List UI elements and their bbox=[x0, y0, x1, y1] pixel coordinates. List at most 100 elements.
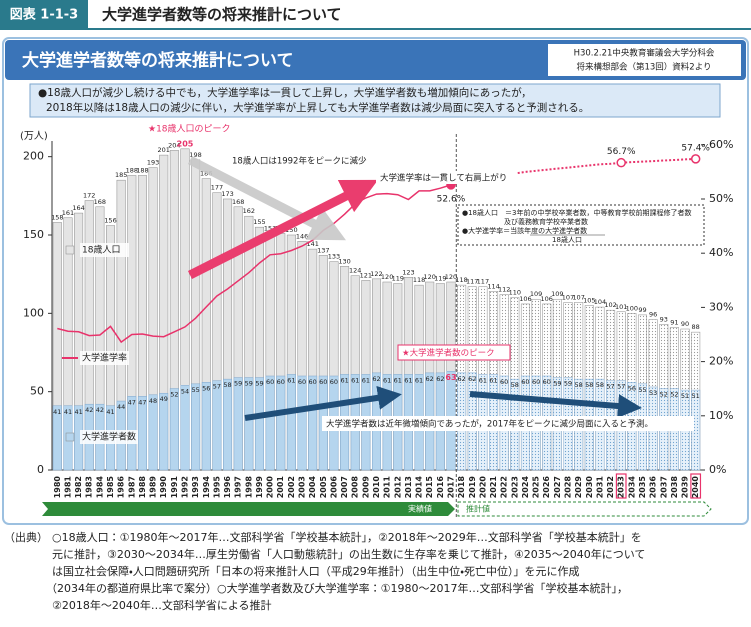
summary-box bbox=[29, 83, 721, 118]
x-tick-label: 1983 bbox=[85, 476, 94, 498]
x-tick-label: 2021 bbox=[489, 476, 498, 499]
data-label: 61 bbox=[394, 376, 402, 384]
data-label: 56.7% bbox=[607, 147, 636, 157]
y2-tick-label: 40% bbox=[709, 246, 733, 259]
data-label: 60 bbox=[309, 378, 317, 386]
data-label: 60 bbox=[319, 378, 327, 386]
x-tick-label: 2014 bbox=[415, 476, 424, 499]
data-label: 93 bbox=[660, 315, 668, 323]
data-label: 109 bbox=[551, 290, 563, 298]
x-tick-label: 1995 bbox=[212, 476, 221, 499]
y2-tick-label: 50% bbox=[709, 192, 733, 205]
data-label: 61 bbox=[340, 376, 348, 384]
period-bar bbox=[42, 502, 455, 516]
annotation: ★大学進学者数のピーク bbox=[402, 348, 495, 359]
data-label: 109 bbox=[530, 290, 542, 298]
footnote-line: ○18歳人口：①1980年～2017年…文部科学省「学校基本統計」，②2018年… bbox=[52, 530, 642, 544]
data-label: 57 bbox=[213, 383, 221, 391]
x-tick-label: 2005 bbox=[319, 476, 328, 499]
data-label: 156 bbox=[104, 217, 116, 225]
data-label: 88 bbox=[692, 323, 700, 331]
data-label: 201 bbox=[158, 146, 170, 154]
y-tick-label: 150 bbox=[23, 228, 44, 241]
data-label: 60 bbox=[298, 378, 306, 386]
data-label: 101 bbox=[615, 303, 627, 311]
annotation-bg bbox=[376, 171, 516, 184]
data-label: 107 bbox=[572, 293, 584, 301]
definition: 18歳人口 bbox=[552, 235, 582, 244]
data-label: 44 bbox=[117, 403, 125, 411]
data-label: 55 bbox=[638, 386, 646, 394]
data-label: 120 bbox=[423, 273, 435, 281]
data-label: 161 bbox=[62, 209, 74, 217]
data-label: 164 bbox=[72, 204, 84, 212]
legend-swatch bbox=[65, 245, 75, 255]
x-tick-label: 2002 bbox=[287, 476, 296, 498]
footnote-line: （2034年の都道府県比率で案分）○大学進学者数及び大学進学率：①1980～20… bbox=[46, 581, 628, 595]
highlight-box bbox=[615, 473, 627, 499]
data-label: 56 bbox=[202, 384, 210, 392]
y-axis-label: (万人) bbox=[20, 131, 48, 142]
data-label: 42 bbox=[96, 406, 104, 414]
annotation-bg bbox=[322, 416, 694, 431]
data-label: 123 bbox=[402, 268, 414, 276]
data-label: 146 bbox=[296, 232, 308, 240]
data-label: 47 bbox=[138, 398, 146, 406]
data-label: 58 bbox=[511, 381, 519, 389]
data-label: 59 bbox=[255, 380, 263, 388]
x-tick-label: 1996 bbox=[223, 476, 232, 499]
x-tick-label: 2017 bbox=[446, 476, 455, 498]
summary-line: 2018年以降は18歳人口の減少に伴い，大学進学率が上昇しても大学進学者数は減少… bbox=[46, 101, 589, 114]
bar bbox=[137, 396, 147, 471]
data-label: 59 bbox=[245, 380, 253, 388]
data-label: 100 bbox=[626, 304, 638, 312]
arrow bbox=[469, 391, 642, 418]
data-label: 59 bbox=[234, 380, 242, 388]
data-label: 114 bbox=[487, 282, 499, 290]
data-label: 61 bbox=[404, 376, 412, 384]
data-label: 137 bbox=[317, 246, 329, 254]
data-label: 61 bbox=[351, 376, 359, 384]
x-tick-label: 2023 bbox=[510, 476, 519, 498]
definition: ●18歳人口 ＝3年前の中学校卒業者数，中等教育学校前期課程修了者数 bbox=[462, 208, 691, 217]
data-label: 124 bbox=[349, 267, 361, 275]
x-tick-label: 1993 bbox=[191, 476, 200, 498]
x-tick-label: 2034 bbox=[627, 476, 636, 499]
x-tick-label: 2024 bbox=[521, 476, 530, 499]
data-label: 102 bbox=[604, 301, 616, 309]
x-tick-label: 2040 bbox=[691, 476, 700, 499]
data-label: 158 bbox=[51, 213, 63, 221]
data-label: 51 bbox=[692, 392, 700, 400]
x-tick-label: 1982 bbox=[74, 476, 83, 498]
bar bbox=[201, 382, 211, 471]
legend-label: 大学進学者数 bbox=[82, 431, 136, 443]
x-tick-label: 1986 bbox=[117, 476, 126, 499]
x-tick-label: 1990 bbox=[159, 476, 168, 499]
data-label: 41 bbox=[106, 408, 114, 416]
data-label: 54 bbox=[181, 387, 189, 395]
bar bbox=[169, 388, 179, 471]
data-label: 63 bbox=[445, 373, 456, 382]
data-label: 52 bbox=[170, 391, 178, 399]
data-label: 58 bbox=[575, 381, 583, 389]
highlight-box bbox=[690, 473, 702, 499]
bar bbox=[244, 377, 254, 471]
data-label: 96 bbox=[649, 311, 657, 319]
bar bbox=[286, 374, 296, 471]
data-label: 61 bbox=[383, 376, 391, 384]
data-label: 155 bbox=[253, 218, 265, 226]
x-tick-label: 2010 bbox=[372, 476, 381, 499]
data-label: 58 bbox=[596, 381, 604, 389]
source-note: 将来構想部会（第13回）資料2より bbox=[576, 62, 711, 73]
bar bbox=[180, 385, 190, 471]
definition: 及び義務教育学校卒業者数 bbox=[504, 217, 588, 226]
data-label: 173 bbox=[221, 190, 233, 198]
data-label: 41 bbox=[53, 408, 61, 416]
data-label: 198 bbox=[189, 151, 201, 159]
x-tick-label: 1988 bbox=[138, 476, 147, 499]
data-label: 177 bbox=[211, 184, 223, 192]
annotation: 18歳人口は1992年をピークに減少 bbox=[232, 156, 367, 167]
period-bar bbox=[457, 501, 712, 517]
x-tick-label: 2035 bbox=[638, 476, 647, 499]
data-label: 52 bbox=[670, 391, 678, 399]
